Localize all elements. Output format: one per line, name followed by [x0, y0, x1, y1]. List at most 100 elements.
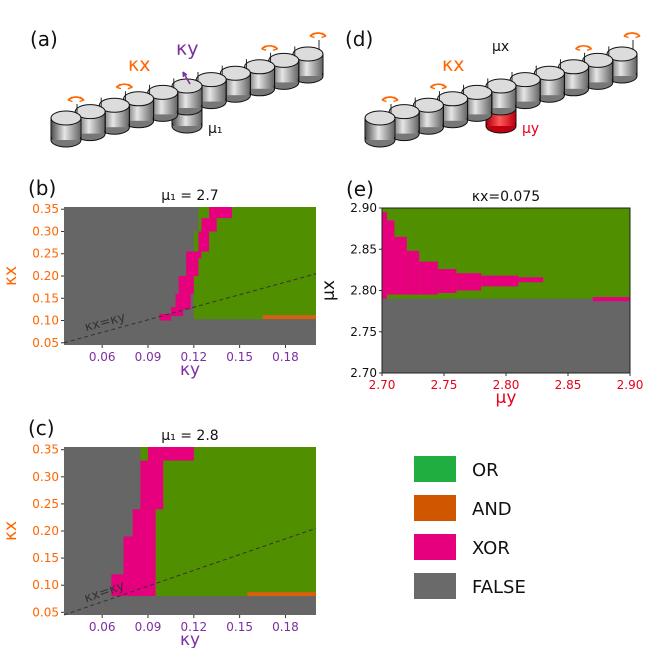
x-tick-label: 0.09 — [135, 350, 162, 364]
resonator-cylinder — [388, 104, 420, 142]
ky-label-a: κy — [176, 38, 198, 60]
kx-coupling-arrow — [575, 45, 593, 51]
y-tick-label: 0.25 — [32, 247, 59, 261]
region-xor — [419, 261, 438, 295]
panel-title-c: μ₁ = 2.8 — [161, 428, 218, 444]
kx-coupling-arrow — [429, 83, 447, 90]
x-tick-label: 0.18 — [272, 350, 299, 364]
kx-coupling-arrow — [623, 32, 641, 39]
region-xor — [140, 460, 164, 510]
region-xor — [592, 297, 630, 302]
resonator-cylinder — [364, 110, 396, 148]
legend-item-or: OR — [414, 456, 499, 482]
legend-label: FALSE — [472, 577, 526, 598]
region-xor — [518, 277, 544, 283]
resonator-cylinder — [147, 84, 179, 122]
region-xor — [394, 236, 407, 295]
legend-label: XOR — [472, 538, 510, 559]
y-tick-label: 0.20 — [32, 524, 59, 538]
panel-label-c: (c) — [28, 416, 55, 440]
kx-coupling-arrow — [261, 45, 279, 51]
y-axis-label: κx — [1, 266, 21, 286]
region-or — [155, 592, 316, 597]
y-tick-label: 2.70 — [350, 366, 377, 380]
panel-label-b: (b) — [28, 176, 56, 200]
x-axis-label: μy — [496, 388, 517, 408]
resonator-cylinder — [533, 65, 565, 103]
mu1-label-a: μ₁ — [208, 121, 223, 137]
region-xor — [170, 307, 184, 317]
resonator-cylinder — [582, 52, 614, 90]
x-tick-label: 0.12 — [180, 350, 207, 364]
region-xor — [386, 220, 395, 295]
y-tick-label: 0.30 — [32, 224, 59, 238]
x-tick-label: 0.18 — [272, 620, 299, 634]
region-xor — [178, 276, 194, 294]
legend-swatch — [414, 573, 456, 599]
region-xor — [132, 509, 156, 591]
x-tick-label: 0.12 — [180, 620, 207, 634]
legend-item-false: FALSE — [414, 573, 526, 599]
x-axis-label: κy — [180, 360, 200, 380]
region-and — [247, 592, 316, 597]
kx-coupling-arrow — [309, 32, 327, 39]
region-xor — [406, 250, 420, 295]
y-axis-label: κx — [1, 521, 21, 541]
region-false — [186, 207, 194, 265]
resonator-cylinder — [98, 97, 130, 135]
heatmap-panel-b: (b) μ₁ = 2.7κx=κy0.06 0.09 0.12 0.15 0.180.05… — [1, 176, 317, 380]
y-tick-label: 0.05 — [32, 336, 59, 350]
legend-swatch — [414, 495, 456, 521]
resonator-cylinder — [606, 46, 638, 84]
region-xor — [148, 447, 194, 461]
x-tick-label: 2.70 — [369, 378, 396, 392]
ky-coupling-arrow — [182, 71, 191, 85]
resonator-cylinder — [485, 78, 517, 116]
resonator-cylinder — [50, 110, 82, 148]
legend-swatch — [414, 534, 456, 560]
region-xor — [111, 574, 127, 597]
x-axis-label: κy — [180, 630, 200, 648]
diagonal-line — [63, 273, 317, 344]
region-and — [262, 315, 316, 320]
y-tick-label: 0.15 — [32, 551, 59, 565]
resonator-chain-d — [364, 32, 641, 148]
kx-coupling-arrow — [115, 83, 133, 90]
x-tick-label: 2.85 — [555, 378, 582, 392]
region-xor — [175, 293, 191, 310]
region-xor — [437, 269, 457, 293]
resonator-cylinder — [171, 78, 203, 116]
heatmap-panel-e: (e) κx=0.075 2.70 2.75 2.80 2.85 2.90 2.70 2.75 2… — [319, 177, 643, 408]
ky-arrowhead — [182, 71, 188, 78]
x-tick-label: 2.75 — [431, 378, 458, 392]
region-false — [193, 207, 199, 232]
region-xor — [140, 590, 156, 597]
legend-item-and: AND — [414, 495, 512, 521]
x-tick-label: 0.15 — [226, 350, 253, 364]
y-tick-label: 0.25 — [32, 497, 59, 511]
region-xor — [159, 313, 171, 321]
resonator-cylinder — [123, 91, 155, 129]
y-tick-label: 2.90 — [350, 201, 377, 215]
region-xor — [186, 251, 202, 259]
legend-label: AND — [472, 499, 512, 520]
x-tick-label: 2.80 — [493, 378, 520, 392]
legend-label: OR — [472, 460, 499, 481]
resonator-cylinder — [558, 59, 590, 97]
y-tick-label: 2.75 — [350, 325, 377, 339]
y-tick-label: 0.10 — [32, 314, 59, 328]
resonator-cylinder — [412, 97, 444, 135]
panel-title-e: κx=0.075 — [472, 189, 540, 205]
panel-label-e: (e) — [346, 177, 374, 201]
region-xor — [198, 231, 210, 252]
legend-item-xor: XOR — [414, 534, 510, 560]
muy-label-d: μy — [522, 121, 539, 137]
x-tick-label: 0.06 — [89, 350, 116, 364]
diagonal-line — [63, 527, 317, 616]
x-tick-label: 0.15 — [226, 620, 253, 634]
region-xor — [382, 212, 387, 299]
region-or — [140, 447, 316, 597]
y-tick-label: 0.30 — [32, 470, 59, 484]
x-tick-label: 2.90 — [617, 378, 644, 392]
